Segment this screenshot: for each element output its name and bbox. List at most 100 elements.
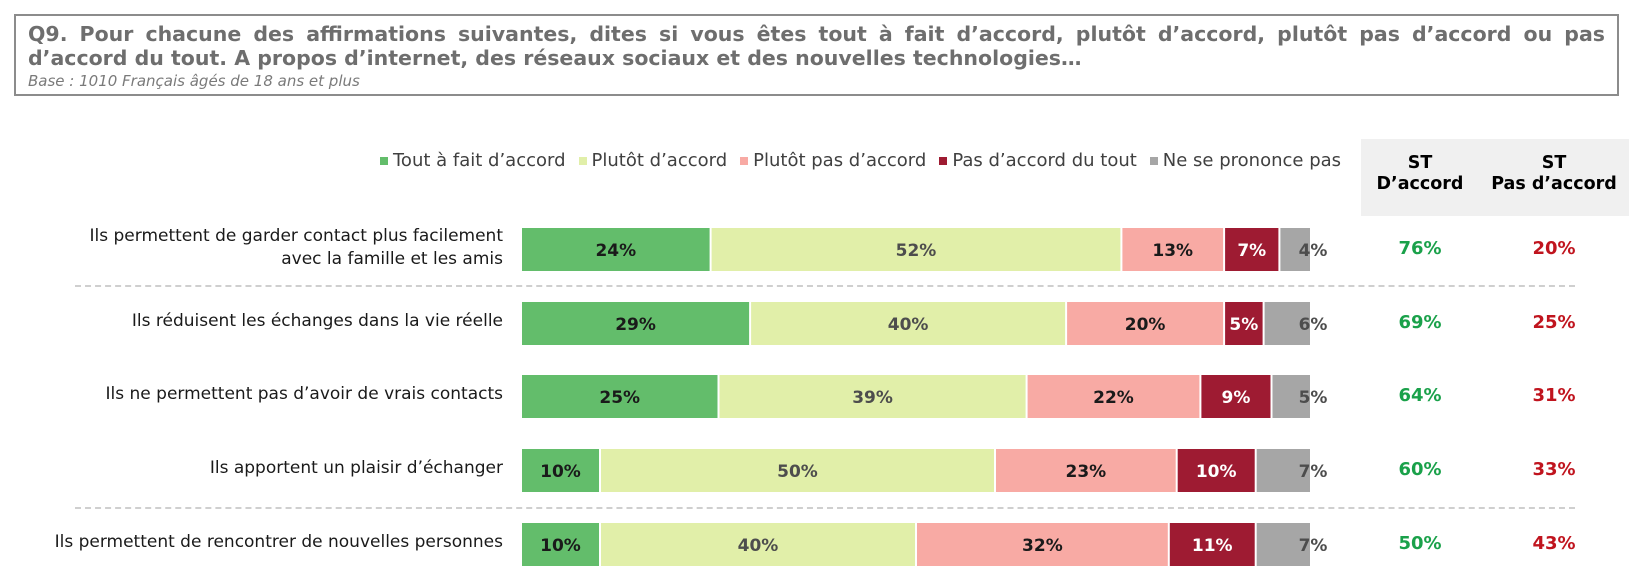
bar-segment [522,449,599,492]
row-label-line: Ils apportent un plaisir d’échanger [209,458,503,478]
legend-label: Tout à fait d’accord [393,150,566,171]
data-label: 25% [599,388,640,408]
bar-segment [711,228,1121,271]
bar-segment [1201,375,1271,418]
legend-swatch [1149,156,1158,165]
bar-segment [1280,228,1310,271]
st-disagree-value: 33% [1532,459,1576,480]
st-agree-value: 64% [1398,385,1442,406]
data-label: 7% [1237,241,1266,261]
st-disagree-value: 20% [1532,238,1576,259]
legend-label: Ne se prononce pas [1162,150,1342,171]
data-label: 6% [1299,315,1328,335]
legend-swatch [939,156,948,165]
legend-swatch [740,156,749,165]
bar-segment [719,375,1026,418]
data-label: 32% [1022,536,1063,556]
st-disagree-header-line1: ST [1541,153,1567,173]
data-label: 40% [738,536,779,556]
bar-segment [522,375,718,418]
question-title: Q9. Pour chacune des affirmations suivan… [28,22,1605,70]
bar-segment [1067,302,1224,345]
bar-segment [1027,375,1200,418]
row-divider [75,507,1575,509]
row-label-line: Ils permettent de rencontrer de nouvelle… [54,532,503,552]
st-disagree-header: ST Pas d’accord [1479,153,1629,195]
data-label: 40% [888,315,929,335]
bar-segment [522,228,710,271]
data-label: 22% [1093,388,1134,408]
st-agree-value: 60% [1398,459,1442,480]
data-label: 10% [540,462,581,482]
bar-segment [1169,523,1255,566]
data-label: 7% [1299,536,1328,556]
st-disagree-header-line2: Pas d’accord [1491,174,1617,194]
data-label: 7% [1299,462,1328,482]
row-label: Ils permettent de garder contact plus fa… [90,225,503,271]
st-header-background [1361,139,1629,216]
st-agree-header-line2: D’accord [1376,174,1464,194]
question-base: Base : 1010 Français âgés de 18 ans et p… [28,72,360,90]
data-label: 50% [777,462,818,482]
row-label-line: avec la famille et les amis [281,248,503,269]
data-label: 24% [595,241,636,261]
row-label: Ils permettent de rencontrer de nouvelle… [55,531,503,554]
st-agree-value: 76% [1398,238,1442,259]
legend-swatch [380,156,388,165]
row-label: Ils ne permettent pas d’avoir de vrais c… [106,383,503,406]
bar-segment [601,449,994,492]
row-divider [75,285,1575,287]
legend-item: Plutôt d’accord [578,150,728,171]
bar-segment [1256,523,1310,566]
data-label: 20% [1125,315,1166,335]
data-label: 5% [1229,315,1258,335]
bar-segment [1225,228,1279,271]
legend-item: Tout à fait d’accord [380,150,566,171]
st-agree-header-line1: ST [1407,153,1433,173]
bar-segment [522,523,599,566]
st-disagree-value: 31% [1532,385,1576,406]
legend-label: Pas d’accord du tout [952,150,1137,171]
bar-segment [1177,449,1255,492]
row-label: Ils réduisent les échanges dans la vie r… [132,310,503,333]
st-agree-value: 50% [1398,533,1442,554]
legend-label: Plutôt pas d’accord [753,150,927,171]
bar-segment [522,302,750,345]
data-label: 10% [1196,462,1237,482]
legend-label: Plutôt d’accord [591,150,728,171]
row-label-line: Ils réduisent les échanges dans la vie r… [131,311,503,331]
chart-legend: Tout à fait d’accord Plutôt d’accord Plutô… [380,150,1354,171]
bar-segment [751,302,1066,345]
legend-item: Plutôt pas d’accord [740,150,926,171]
legend-item: Ne se prononce pas [1149,150,1342,171]
bar-segment [917,523,1168,566]
st-disagree-value: 25% [1532,312,1576,333]
legend-swatch [578,156,587,165]
st-agree-value: 69% [1398,312,1442,333]
legend-item: Pas d’accord du tout [939,150,1137,171]
bar-segment [1122,228,1224,271]
data-label: 13% [1152,241,1193,261]
data-label: 23% [1065,462,1106,482]
bar-segment [601,523,915,566]
st-agree-header: ST D’accord [1361,153,1479,195]
data-label: 4% [1299,241,1328,261]
data-label: 39% [852,388,893,408]
data-label: 29% [615,315,656,335]
row-label-line: Ils permettent de garder contact plus fa… [89,225,503,246]
data-label: 11% [1192,536,1233,556]
bar-segment [996,449,1176,492]
data-label: 5% [1299,388,1328,408]
row-label-line: Ils ne permettent pas d’avoir de vrais c… [105,384,503,404]
data-label: 10% [540,536,581,556]
bar-segment [1272,375,1310,418]
question-box: Q9. Pour chacune des affirmations suivan… [14,14,1619,96]
bar-segment [1256,449,1310,492]
data-label: 52% [896,241,937,261]
data-label: 9% [1222,388,1251,408]
row-label: Ils apportent un plaisir d’échanger [210,457,503,480]
bar-segment [1264,302,1310,345]
bar-segment [1225,302,1263,345]
st-disagree-value: 43% [1532,533,1576,554]
